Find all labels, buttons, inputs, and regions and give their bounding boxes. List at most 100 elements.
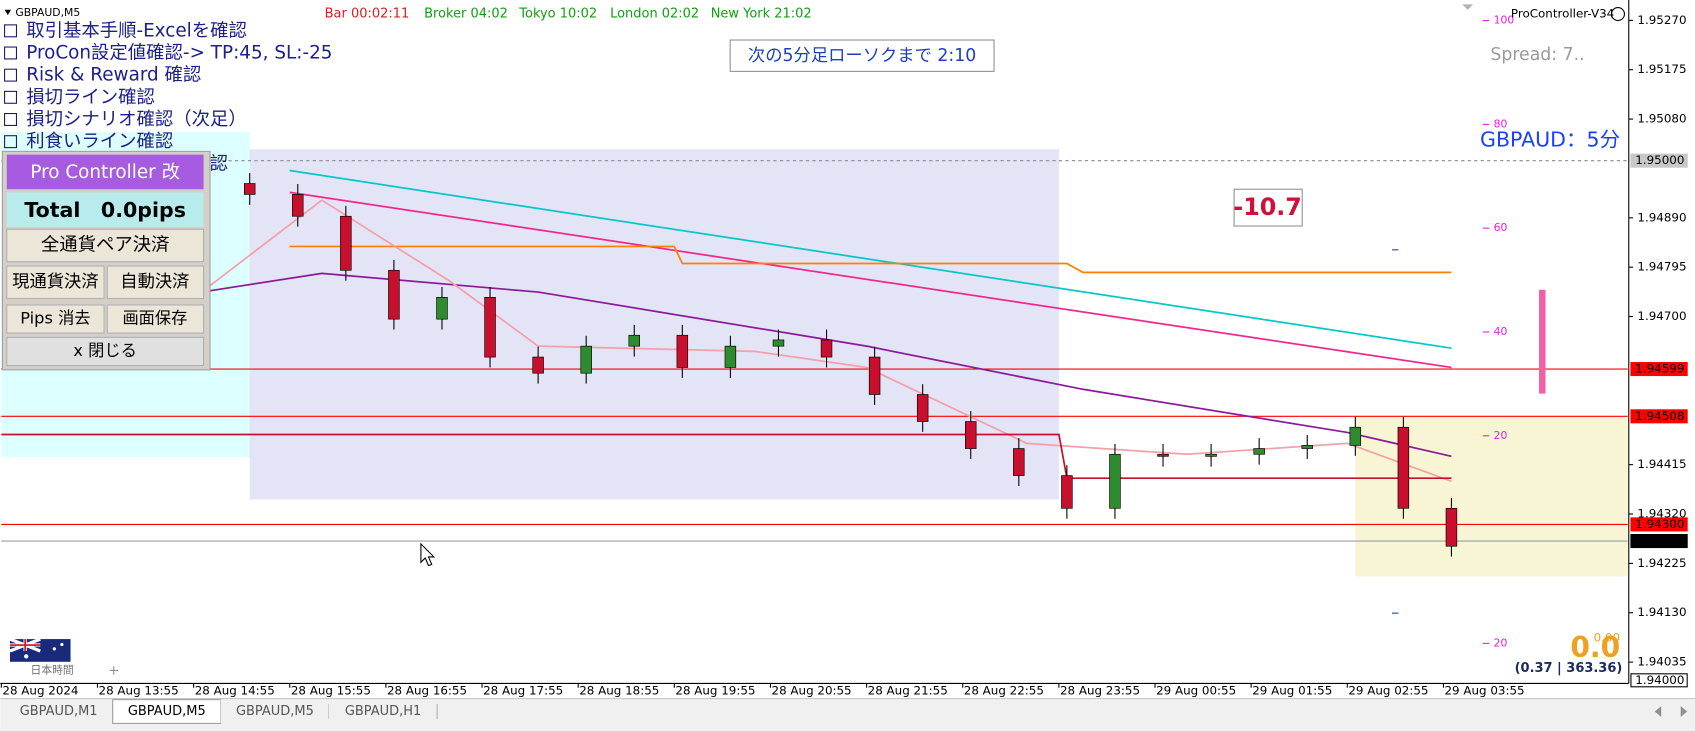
price-label-bg: [1630, 362, 1688, 377]
candle-body: [340, 215, 352, 271]
osc-label: 60: [1494, 221, 1508, 234]
checkbox[interactable]: [4, 46, 18, 60]
button-label[interactable]: 全通貨ペア決済: [41, 234, 170, 255]
button-label[interactable]: 現通貨決済: [12, 272, 98, 292]
candle-body: [532, 356, 544, 374]
candle-body: [484, 296, 496, 358]
x-tick-label: 28 Aug 13:55: [99, 683, 179, 697]
x-tick-label: 28 Aug 14:55: [195, 683, 275, 697]
button-label[interactable]: x 閉じる: [73, 341, 136, 360]
candle-body: [1349, 426, 1362, 446]
scroll-left[interactable]: [1654, 706, 1662, 717]
indicator-name: ProController-V34: [1511, 7, 1614, 21]
clock: Bar 00:02:11: [325, 7, 410, 22]
checklist-item: Risk & Reward 確認: [26, 65, 201, 86]
candle-body: [676, 334, 689, 368]
price-label-bg: [1630, 409, 1688, 424]
candle-body: [1157, 453, 1169, 457]
candle-body: [724, 345, 737, 368]
price-label: 1.95000: [1635, 153, 1684, 167]
checklist-item: 利食いライン確認: [26, 131, 173, 152]
button[interactable]: [6, 265, 105, 299]
y-tick-label: 1.94795: [1637, 260, 1686, 274]
osc-label: 80: [1494, 117, 1508, 130]
x-tick-label: 29 Aug 00:55: [1156, 683, 1236, 697]
tab-label[interactable]: GBPAUD,M5: [128, 704, 206, 719]
candle-body: [820, 339, 833, 358]
button[interactable]: [6, 228, 205, 263]
candle-body: [868, 356, 881, 395]
candle-body: [1061, 475, 1073, 509]
x-tick-label: 28 Aug 22:55: [964, 683, 1044, 697]
price-label: 1.94599: [1635, 362, 1684, 376]
countdown: 次の5分足ローソクまで 2:10: [748, 46, 976, 66]
candle-body: [1253, 448, 1265, 455]
price-label: 1.94268: [1635, 534, 1684, 548]
x-tick-label: 29 Aug 03:55: [1445, 683, 1525, 697]
y-tick-label: 1.94890: [1637, 210, 1686, 224]
candle-body: [580, 345, 592, 374]
indicator-line: [289, 169, 1452, 350]
pips-big: 0.0: [1570, 631, 1620, 664]
spread: Spread: 7..: [1490, 45, 1584, 65]
tab-label[interactable]: GBPAUD,M1: [20, 704, 98, 719]
button[interactable]: [106, 304, 205, 334]
tab-label[interactable]: GBPAUD,H1: [345, 704, 421, 719]
indicator-line: [201, 272, 1452, 458]
price-label: 1.94508: [1635, 409, 1684, 423]
checklist-item: 取引基本手順-Excelを確認: [26, 20, 247, 41]
control-panel: Pro Controller 改 Total 0.0pips 全通貨ペア決済 現…: [1, 150, 211, 371]
flag: [9, 637, 71, 662]
tab[interactable]: [4, 699, 113, 724]
button[interactable]: [106, 265, 205, 299]
y-tick-label: 1.94700: [1637, 309, 1686, 323]
y-tick-label: 1.94035: [1637, 655, 1686, 669]
zone-box: [249, 149, 1059, 500]
tab-label[interactable]: GBPAUD,M5: [236, 704, 314, 719]
indicator-line: [289, 191, 1452, 369]
x-tick-label: 28 Aug 19:55: [675, 683, 755, 697]
checkbox[interactable]: [4, 113, 18, 126]
menu-triangle: [4, 9, 12, 16]
smiley: [1610, 7, 1625, 22]
y-tick-label: 1.95080: [1637, 112, 1686, 126]
axes: 1.95270 1.95175 1.95080 1.94890 1.94795 1.947…: [0, 13, 1688, 697]
candle-body: [1013, 448, 1025, 476]
candle-body: [1301, 445, 1313, 449]
y-tick-label: 1.94225: [1637, 556, 1686, 570]
button-label[interactable]: 画面保存: [122, 309, 187, 328]
clock: Broker 04:02: [424, 7, 508, 22]
x-tick-label: 28 Aug 20:55: [772, 683, 852, 697]
total-bg: [6, 192, 204, 228]
scroll-marker: [1462, 4, 1474, 10]
button-label[interactable]: Pips 消去: [20, 309, 90, 328]
x-tick-label: 29 Aug 02:55: [1348, 683, 1428, 697]
button-label[interactable]: 自動決済: [120, 272, 189, 292]
checkbox[interactable]: [4, 24, 18, 38]
candle-body: [772, 339, 785, 347]
button[interactable]: [6, 304, 105, 334]
price-label-bg: [1630, 153, 1688, 168]
checkbox[interactable]: [4, 68, 18, 82]
candle-body: [1205, 453, 1217, 457]
mouse-cursor: [420, 542, 436, 567]
countdown-box: [729, 39, 995, 72]
candle-body: [916, 394, 929, 422]
checkbox[interactable]: [4, 90, 18, 104]
candle-body: [1445, 507, 1458, 547]
y-tick-label: 1.95175: [1637, 62, 1686, 76]
tab[interactable]: [328, 699, 438, 724]
candle-body: [388, 269, 400, 320]
button[interactable]: [6, 336, 205, 367]
checkbox[interactable]: [4, 135, 18, 149]
indicator-line: [289, 245, 1452, 274]
x-tick-label: 28 Aug 18:55: [579, 683, 659, 697]
tab[interactable]: [220, 699, 329, 724]
candle-body: [628, 334, 640, 347]
scroll-right[interactable]: [1680, 706, 1688, 717]
x-tick-label: 28 Aug 23:55: [1060, 683, 1140, 697]
osc-label: 20: [1494, 429, 1508, 442]
plus-icon[interactable]: [109, 666, 119, 675]
